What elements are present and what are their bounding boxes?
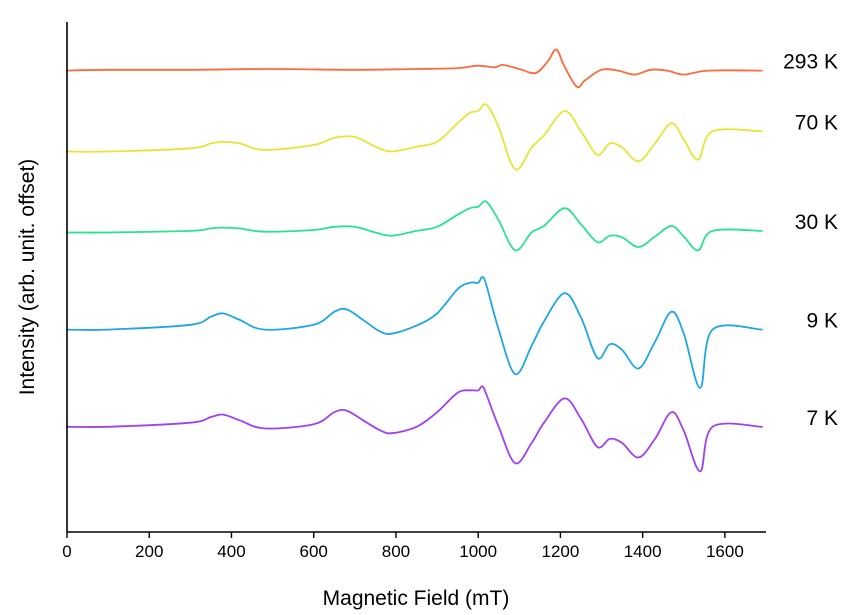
series-labels: 293 K 70 K 30 K 9 K 7 K [783,51,838,430]
series-label: 7 K [806,407,838,430]
x-tick-label: 400 [217,542,245,561]
trace-30-k [66,200,763,252]
x-ticks: 0 200 400 600 800 1000 1200 1400 1600 [62,532,744,561]
trace-7-k [66,385,763,473]
x-tick-label: 600 [300,542,328,561]
trace-9-k [66,276,763,389]
y-axis-title: Intensity (arb. unit. offset) [16,159,39,396]
plot-area [66,48,763,473]
x-tick-label: 1000 [459,542,497,561]
series-label: 9 K [806,310,838,333]
x-tick-label: 1200 [541,542,579,561]
x-tick-label: 200 [135,542,163,561]
x-tick-label: 0 [62,542,71,561]
x-tick-label: 1600 [706,542,744,561]
x-tick-label: 1400 [624,542,662,561]
x-axis-title: Magnetic Field (mT) [323,587,510,610]
x-tick-label: 800 [382,542,410,561]
series-label: 293 K [783,51,838,74]
trace-70-k [66,103,763,171]
series-label: 30 K [795,211,838,234]
series-label: 70 K [795,111,838,134]
trace-293-k [66,48,763,89]
